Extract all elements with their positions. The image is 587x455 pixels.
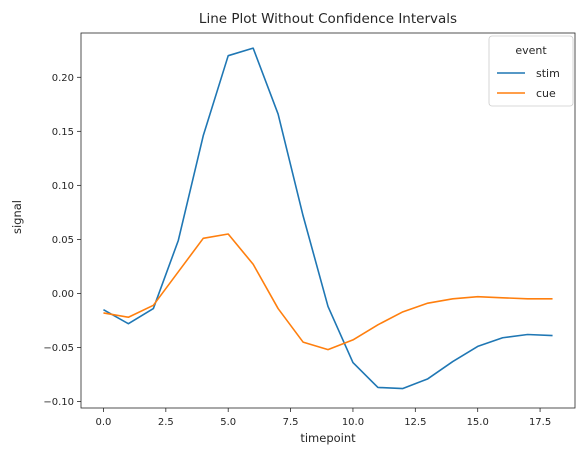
x-tick-label: 17.5 [529,417,551,428]
legend-box [488,35,574,107]
legend-label-stim: stim [536,67,560,80]
y-tick-label: −0.10 [43,397,74,408]
y-tick-label: 0.10 [52,181,74,192]
legend: event stim cue [488,35,574,107]
series-lines [103,47,553,390]
y-tick-label: 0.00 [52,289,74,300]
legend-label-cue: cue [536,87,556,100]
plot-frame [80,32,576,409]
x-tick-label: 5.0 [220,417,236,428]
x-tick-label: 2.5 [158,417,174,428]
x-axis-label: timepoint [300,431,356,445]
series-line-cue [103,233,553,351]
x-tick-label: 7.5 [283,417,299,428]
series-line-stim [103,47,553,390]
x-tick-label: 12.5 [404,417,426,428]
y-tick-label: 0.05 [52,235,74,246]
x-tick-label: 0.0 [96,417,112,428]
y-axis-ticks: −0.10 −0.05 0.00 0.05 0.10 0.15 0.20 [43,73,81,408]
x-axis-ticks: 0.0 2.5 5.0 7.5 10.0 12.5 15.0 17.5 [96,408,551,428]
x-tick-label: 15.0 [467,417,489,428]
x-tick-label: 10.0 [342,417,364,428]
y-tick-label: 0.15 [52,127,74,138]
y-tick-label: 0.20 [52,73,74,84]
y-tick-label: −0.05 [43,343,74,354]
y-axis-label: signal [10,200,24,234]
legend-title: event [515,44,547,57]
chart-title: Line Plot Without Confidence Intervals [199,11,457,27]
